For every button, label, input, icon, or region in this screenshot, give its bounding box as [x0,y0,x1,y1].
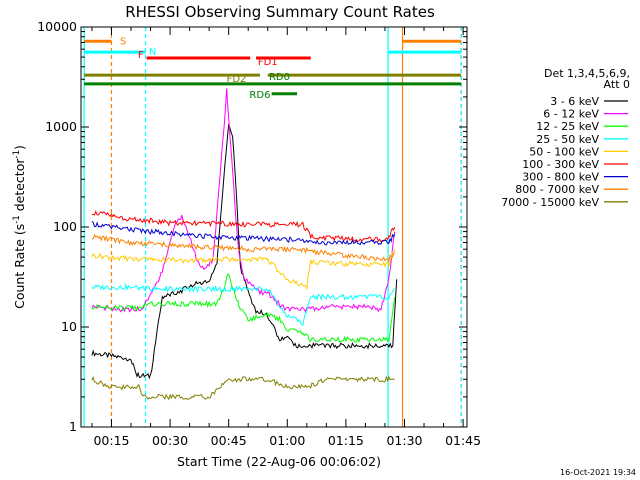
y-tick-label: 10000 [37,19,77,34]
x-tick-label: 01:00 [269,433,305,448]
x-tick-label: 00:15 [93,433,129,448]
legend-label: 25 - 50 keV [536,133,599,146]
series-lines [91,88,398,401]
legend-label: 12 - 25 keV [536,120,599,133]
x-ticks: 00:15 00:30 00:45 01:00 01:15 01:30 01:45 [91,27,481,448]
series-6-to-12kev [91,88,396,313]
annotation-lines: S NF FD1 FD2 RD0 RD6 [84,36,462,101]
legend-label: 100 - 300 keV [522,158,599,171]
legend-label: 6 - 12 keV [543,108,599,121]
y-ticks: 1 10 100 1000 10000 [37,19,467,434]
series-100-to-300kev [91,210,396,243]
legend-label: 7000 - 15000 keV [501,196,599,209]
legend-label: 800 - 7000 keV [515,183,599,196]
annotation-label: FD2 [227,74,247,85]
annotation-label: FD1 [258,57,278,68]
y-tick-label: 1 [69,419,77,434]
annotation-label: F [138,50,144,61]
annotation-label: N [149,47,156,58]
legend-header-2: Att 0 [604,78,630,91]
y-tick-label: 10 [61,319,77,334]
series-3-to-6kev [91,124,398,380]
legend-label: 3 - 6 keV [550,95,599,108]
series-50-to-100kev [91,249,396,291]
y-axis-label: Count Rate (s-1 detector-1) [12,145,27,309]
x-tick-label: 00:30 [152,433,188,448]
series-25-to-50kev [91,282,395,327]
annotation-label: RD0 [269,72,290,83]
series-7000-to-15000kev [91,375,395,401]
series-800-to-7000kev [91,233,395,263]
legend-header-1: Det 1,3,4,5,6,9, [544,67,630,80]
chart-title: RHESSI Observing Summary Count Rates [125,3,435,21]
vertical-lines [83,27,462,427]
y-tick-label: 100 [53,219,77,234]
x-tick-label: 01:30 [386,433,422,448]
legend-label: 300 - 800 keV [522,171,599,184]
y-tick-label: 1000 [45,119,77,134]
x-axis-label: Start Time (22-Aug-06 00:06:02) [177,454,381,469]
series-300-to-800kev [91,220,396,246]
annotation-label: RD6 [249,90,270,101]
x-tick-label: 01:15 [328,433,364,448]
x-tick-label: 01:45 [445,433,481,448]
legend-label: 50 - 100 keV [529,145,599,158]
annotation-label: S [120,36,126,47]
timestamp: 16-Oct-2021 19:34 [560,468,636,477]
x-tick-label: 00:45 [211,433,247,448]
series-12-to-25kev [91,273,396,344]
